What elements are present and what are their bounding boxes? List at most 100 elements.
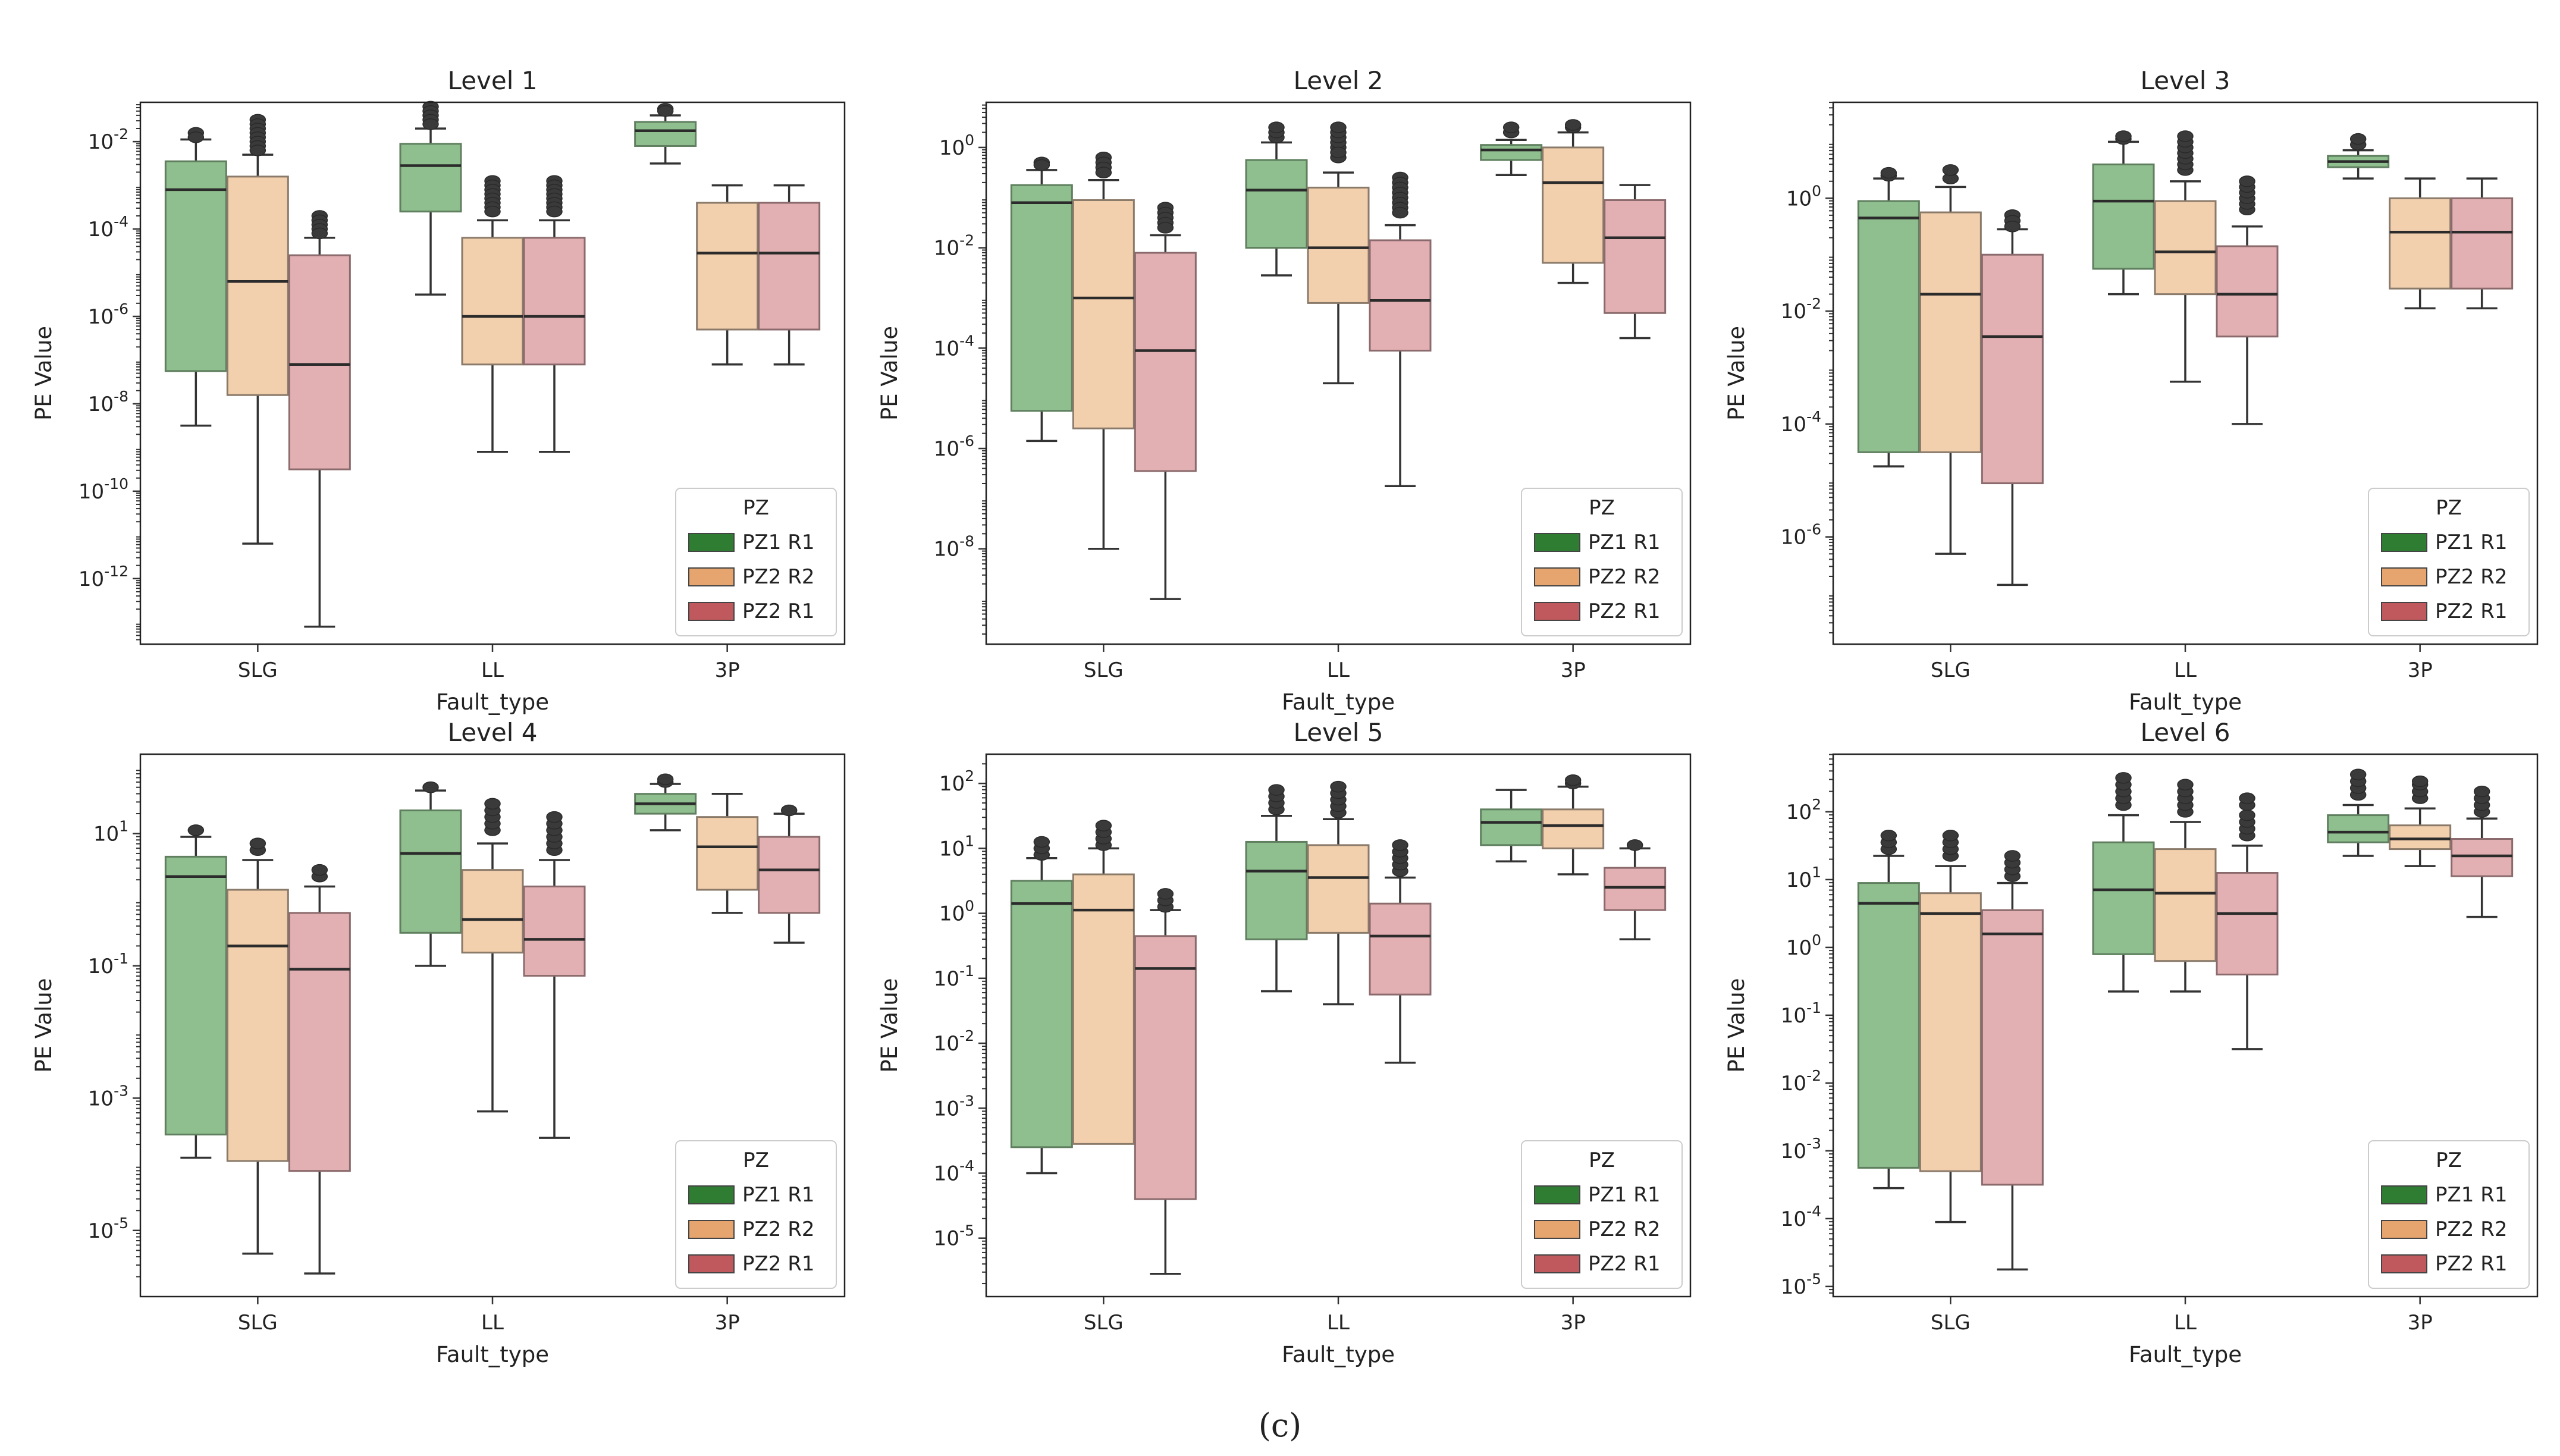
outlier-point [1502, 121, 1520, 133]
outlier-point [780, 804, 798, 817]
x-tick-label: 3P [715, 658, 740, 682]
subplot-level-3: Level 3 Fault_type PE Value 10-6 10-4 10-2 100… [1724, 66, 2539, 715]
box-ll-pz1-r1 [2092, 130, 2155, 296]
legend-entry: PZ2 R2 [742, 565, 815, 589]
box-slg-pz2-r1 [288, 210, 351, 628]
legend-title: PZ [1589, 496, 1615, 520]
box-body [1307, 844, 1370, 934]
outlier-point [249, 837, 266, 849]
outlier-point [1942, 830, 1959, 842]
y-tick-label: 10-1 [88, 950, 128, 978]
outlier-point [1268, 784, 1285, 796]
outlier-point [1095, 820, 1112, 831]
y-tick-label: 10-4 [1781, 1203, 1821, 1231]
box-body [523, 237, 586, 366]
legend-swatch [1534, 1185, 1580, 1204]
legend-swatch [2381, 1254, 2427, 1273]
axes-frame [1832, 753, 2539, 1298]
box-body [2216, 245, 2279, 338]
y-tick-label: 10-5 [1781, 1270, 1821, 1299]
outlier-point [2004, 850, 2021, 862]
box-3p-pz2-r1 [1604, 184, 1667, 340]
outlier-point [484, 205, 501, 218]
outlier-point [1033, 836, 1050, 848]
box-3p-pz2-r2 [2389, 177, 2452, 310]
box-body [1369, 239, 1432, 352]
y-tick-label: 10-8 [934, 533, 974, 561]
subplot-level-4: Level 4 Fault_type PE Value 10-5 10-3 10-1 101… [31, 718, 846, 1367]
outlier-point [657, 773, 674, 786]
x-tick-label: LL [2174, 1311, 2197, 1335]
box-body [1542, 808, 1605, 849]
box-body [2389, 197, 2452, 290]
y-tick-label: 102 [1786, 796, 1821, 824]
y-tick-label: 10-6 [934, 432, 974, 461]
legend-entry: PZ1 R1 [742, 531, 815, 554]
outlier-point [1626, 839, 1643, 851]
box-slg-pz1-r1 [1010, 836, 1073, 1175]
box-3p-pz1-r1 [634, 103, 697, 165]
outlier-point [1157, 888, 1174, 900]
box-ll-pz2-r1 [1369, 171, 1432, 488]
legend-frame [2368, 1140, 2530, 1289]
outlier-point [2239, 175, 2255, 187]
subplot-level-5: Level 5 Fault_type PE Value 10-5 10-4 10-3 10-… [877, 718, 1692, 1367]
box-body [696, 816, 759, 891]
box-body [226, 175, 289, 396]
box-body [1072, 873, 1135, 1145]
box-body [1010, 880, 1073, 1149]
y-tick-label: 10-2 [1781, 1067, 1821, 1096]
y-tick-label: 10-10 [79, 475, 128, 504]
legend-swatch [1534, 1254, 1580, 1273]
legend-title: PZ [743, 1149, 769, 1172]
box-ll-pz1-r1 [399, 101, 462, 296]
box-body [1604, 867, 1667, 911]
x-tick-label: SLG [238, 1311, 278, 1335]
y-tick-label: 100 [939, 898, 974, 926]
y-tick-label: 100 [1786, 182, 1821, 211]
box-3p-pz2-r1 [2451, 177, 2514, 310]
legend-entry: PZ2 R2 [742, 1217, 815, 1241]
outlier-point [2239, 792, 2255, 804]
legend-swatch [688, 533, 735, 552]
box-3p-pz2-r1 [1604, 839, 1667, 941]
x-axis-label: Fault_type [1282, 689, 1395, 715]
box-3p-pz2-r2 [1542, 119, 1605, 284]
y-tick-label: 10-12 [79, 563, 128, 591]
x-axis-label: Fault_type [436, 689, 549, 715]
outlier-point [1268, 121, 1285, 133]
x-tick-label: SLG [1084, 1311, 1124, 1335]
box-ll-pz2-r2 [1307, 780, 1370, 1006]
legend: PZ PZ1 R1 PZ2 R2 PZ2 R1 [1521, 1140, 1683, 1289]
box-3p-pz2-r2 [696, 792, 759, 914]
box-slg-pz1-r1 [164, 127, 227, 427]
y-tick-label: 10-5 [88, 1215, 128, 1243]
x-tick-label: 3P [715, 1311, 740, 1335]
outlier-point [2239, 809, 2255, 821]
box-slg-pz2-r2 [1919, 830, 1982, 1223]
x-tick-label: SLG [1931, 658, 1971, 682]
box-body [164, 855, 227, 1136]
figure-caption: (c) [1259, 1407, 1301, 1444]
outlier-point [546, 205, 563, 218]
box-ll-pz2-r2 [2154, 130, 2217, 383]
box-body [399, 809, 462, 934]
y-tick-label: 10-2 [1781, 295, 1821, 324]
box-body [399, 143, 462, 213]
outlier-point [187, 131, 205, 143]
box-slg-pz2-r2 [1072, 152, 1135, 550]
legend-swatch [1534, 567, 1580, 586]
y-tick-label: 10-2 [934, 232, 974, 261]
legend-entry: PZ2 R1 [1588, 600, 1661, 623]
legend-swatch [2381, 567, 2427, 586]
box-body [1981, 909, 2044, 1186]
box-body [2092, 841, 2155, 955]
box-slg-pz2-r2 [1919, 164, 1982, 555]
legend-entry: PZ2 R2 [1588, 1217, 1661, 1241]
axes-frame [1832, 101, 2539, 645]
box-body [1134, 935, 1197, 1200]
outlier-point [2473, 785, 2490, 798]
y-axis-label: PE Value [1724, 978, 1749, 1072]
legend-swatch [1534, 533, 1580, 552]
